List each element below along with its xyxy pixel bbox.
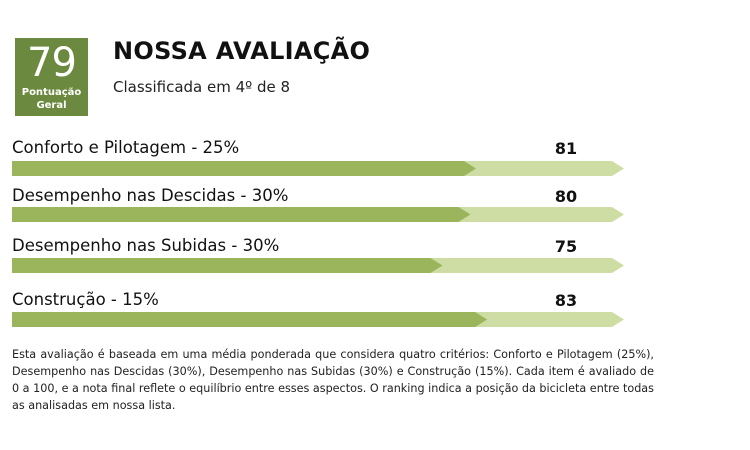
criterion-label: Desempenho nas Descidas - 30%: [12, 186, 289, 205]
criterion-label: Conforto e Pilotagem - 25%: [12, 138, 240, 157]
page-title: NOSSA AVALIAÇÃO: [113, 37, 371, 65]
overall-score-badge: 79 Pontuação Geral: [15, 38, 88, 116]
criterion-label: Construção - 15%: [12, 290, 159, 309]
criterion-bar: [12, 258, 624, 273]
criterion-score-label: 83: [554, 291, 578, 310]
criterion-bar-fill: [12, 312, 488, 327]
criterion-bar-fill: [12, 207, 471, 222]
criteria-bar-chart: Conforto e Pilotagem - 25% 81 Desempenho n…: [12, 138, 624, 327]
overall-score-caption-line2: Geral: [36, 100, 67, 111]
criterion-score-label: 75: [554, 237, 578, 256]
ranking-subtitle: Classificada em 4º de 8: [113, 78, 291, 96]
criterion-bar: [12, 207, 624, 222]
criterion-bar-fill: [12, 258, 443, 273]
criterion-bar-fill: [12, 161, 476, 176]
criterion-bar: [12, 312, 624, 327]
overall-score-caption-line1: Pontuação: [21, 87, 82, 98]
criterion-label: Desempenho nas Subidas - 30%: [12, 236, 280, 255]
criterion-score-label: 81: [554, 139, 578, 158]
criterion-score-label: 80: [554, 187, 578, 206]
methodology-footnote: Esta avaliação é baseada em uma média po…: [12, 348, 654, 412]
overall-score-value: 79: [27, 40, 77, 86]
criterion-bar: [12, 161, 624, 176]
